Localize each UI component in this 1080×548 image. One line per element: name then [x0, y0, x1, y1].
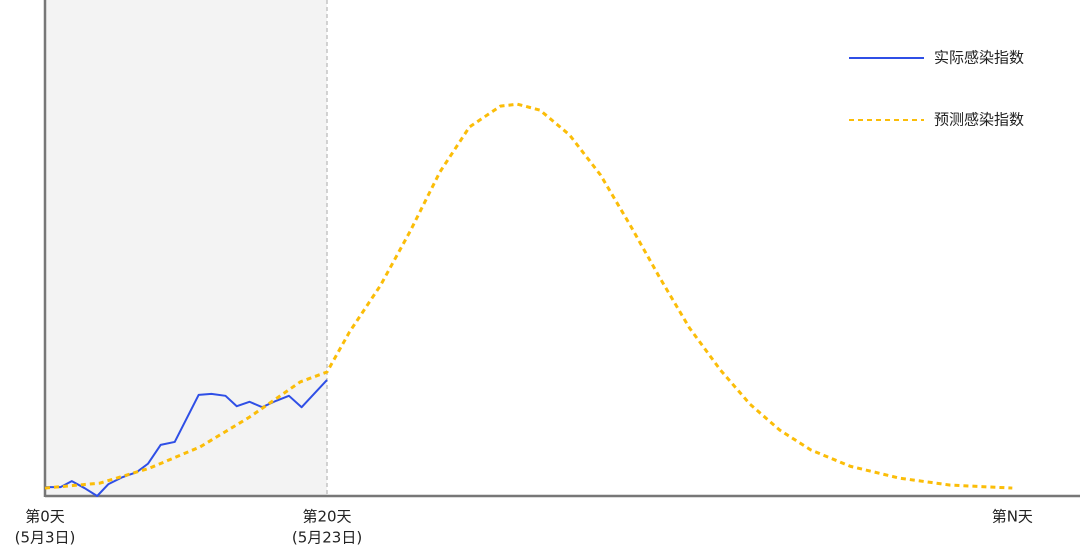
x-tick-label: 第20天	[302, 508, 351, 526]
x-tick-label: 第0天	[25, 508, 65, 526]
legend-label: 预测感染指数	[934, 111, 1024, 129]
shaded-region	[45, 0, 328, 496]
x-tick-date: (5月23日)	[292, 529, 362, 547]
legend-label: 实际感染指数	[934, 49, 1024, 67]
x-tick-label: 第N天	[992, 508, 1033, 526]
x-tick-date: (5月3日)	[15, 529, 76, 547]
series-line	[44, 102, 1013, 490]
